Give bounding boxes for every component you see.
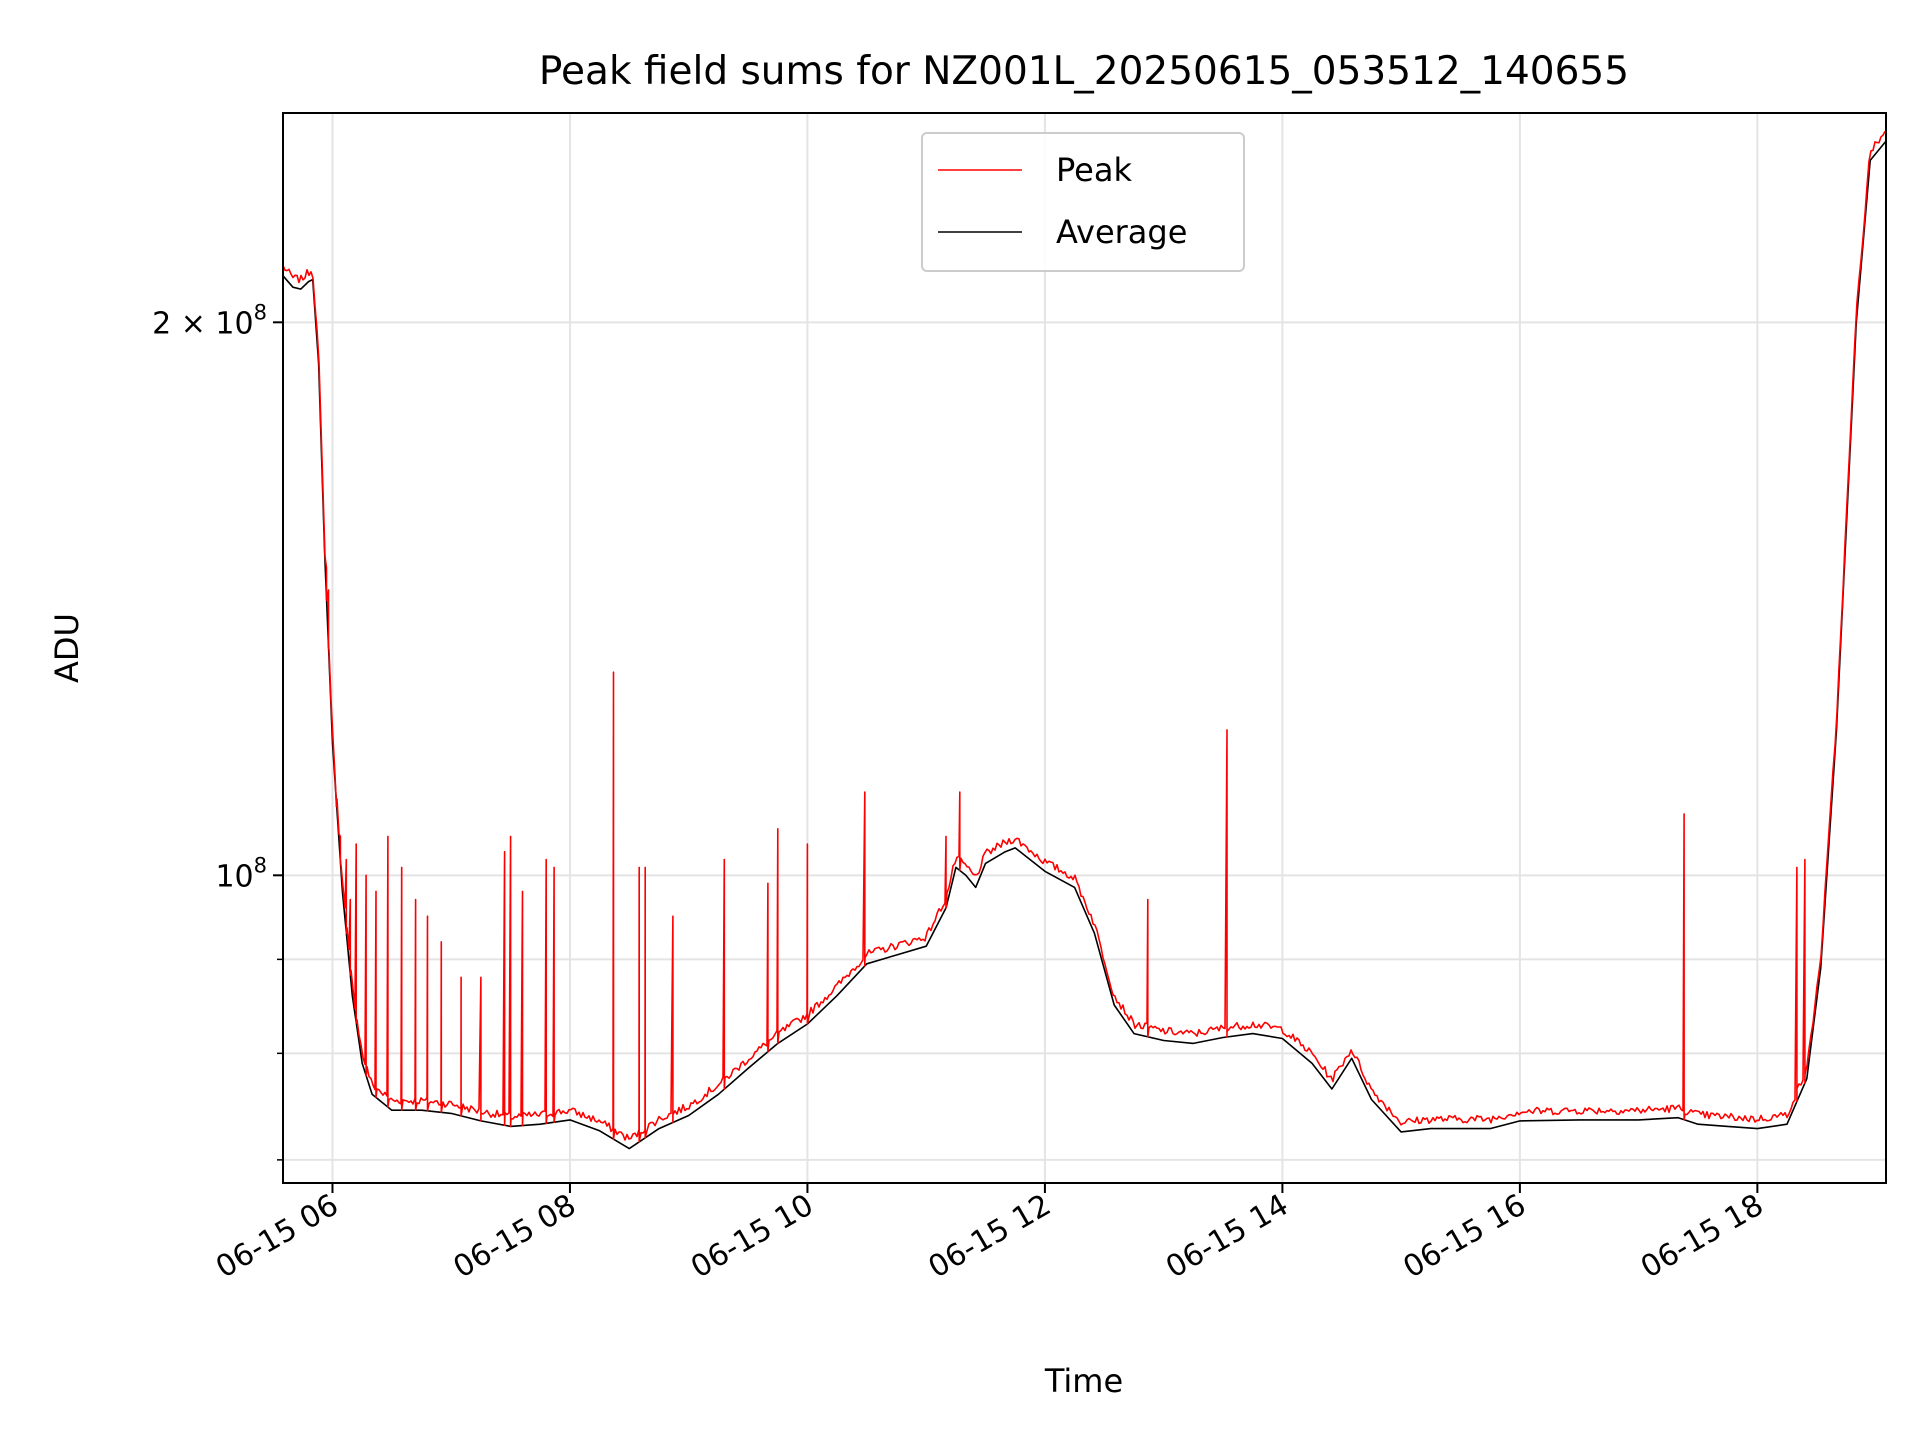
average-line xyxy=(282,140,1887,1150)
legend-label-average: Average xyxy=(1056,213,1187,251)
legend: Peak Average xyxy=(921,132,1245,272)
legend-box xyxy=(921,132,1245,272)
y-tick-label: 2 × 108 xyxy=(152,300,267,341)
grid xyxy=(283,113,1886,1183)
y-axis: 108 2 × 108 xyxy=(152,300,283,1161)
average-series xyxy=(282,140,1887,1150)
y-axis-label: ADU xyxy=(48,613,86,683)
plot-frame xyxy=(282,112,1887,1184)
peak-series xyxy=(282,130,1886,1143)
chart-title: Peak field sums for NZ001L_20250615_0535… xyxy=(539,49,1629,94)
legend-label-peak: Peak xyxy=(1056,151,1132,189)
x-axis-label: Time xyxy=(1044,1362,1123,1400)
peak-line xyxy=(282,130,1886,1143)
y-tick-label: 108 xyxy=(215,853,267,894)
